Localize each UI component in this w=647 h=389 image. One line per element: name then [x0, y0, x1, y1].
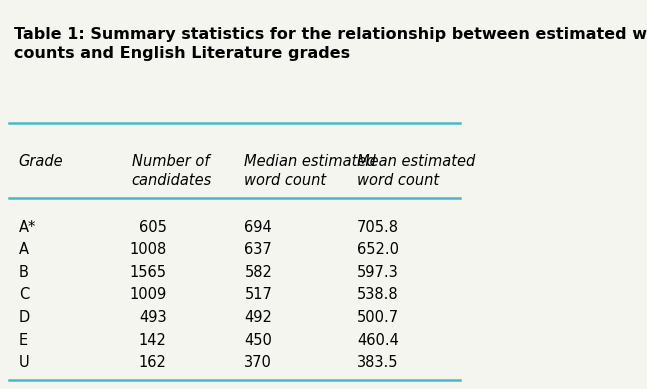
Text: 538.8: 538.8: [357, 287, 399, 303]
Text: Mean estimated
word count: Mean estimated word count: [357, 154, 476, 188]
Text: 517: 517: [245, 287, 272, 303]
Text: 605: 605: [139, 220, 167, 235]
Text: 652.0: 652.0: [357, 242, 399, 258]
Text: 142: 142: [139, 333, 167, 348]
Text: Median estimated
word count: Median estimated word count: [245, 154, 376, 188]
Text: Table 1: Summary statistics for the relationship between estimated word
counts a: Table 1: Summary statistics for the rela…: [14, 27, 647, 61]
Text: 1008: 1008: [129, 242, 167, 258]
Text: 383.5: 383.5: [357, 355, 399, 370]
Text: 1009: 1009: [129, 287, 167, 303]
Text: 582: 582: [245, 265, 272, 280]
Text: U: U: [19, 355, 29, 370]
Text: A: A: [19, 242, 29, 258]
Text: 500.7: 500.7: [357, 310, 399, 325]
Text: 162: 162: [139, 355, 167, 370]
Text: 493: 493: [139, 310, 167, 325]
Text: A*: A*: [19, 220, 36, 235]
Text: 370: 370: [245, 355, 272, 370]
Text: 492: 492: [245, 310, 272, 325]
Text: 597.3: 597.3: [357, 265, 399, 280]
Text: 450: 450: [245, 333, 272, 348]
Text: Number of
candidates: Number of candidates: [131, 154, 212, 188]
Text: 705.8: 705.8: [357, 220, 399, 235]
Text: 694: 694: [245, 220, 272, 235]
Text: D: D: [19, 310, 30, 325]
Text: 1565: 1565: [130, 265, 167, 280]
Text: B: B: [19, 265, 28, 280]
Text: 460.4: 460.4: [357, 333, 399, 348]
Text: C: C: [19, 287, 29, 303]
Text: E: E: [19, 333, 28, 348]
Text: 637: 637: [245, 242, 272, 258]
Text: Grade: Grade: [19, 154, 63, 169]
